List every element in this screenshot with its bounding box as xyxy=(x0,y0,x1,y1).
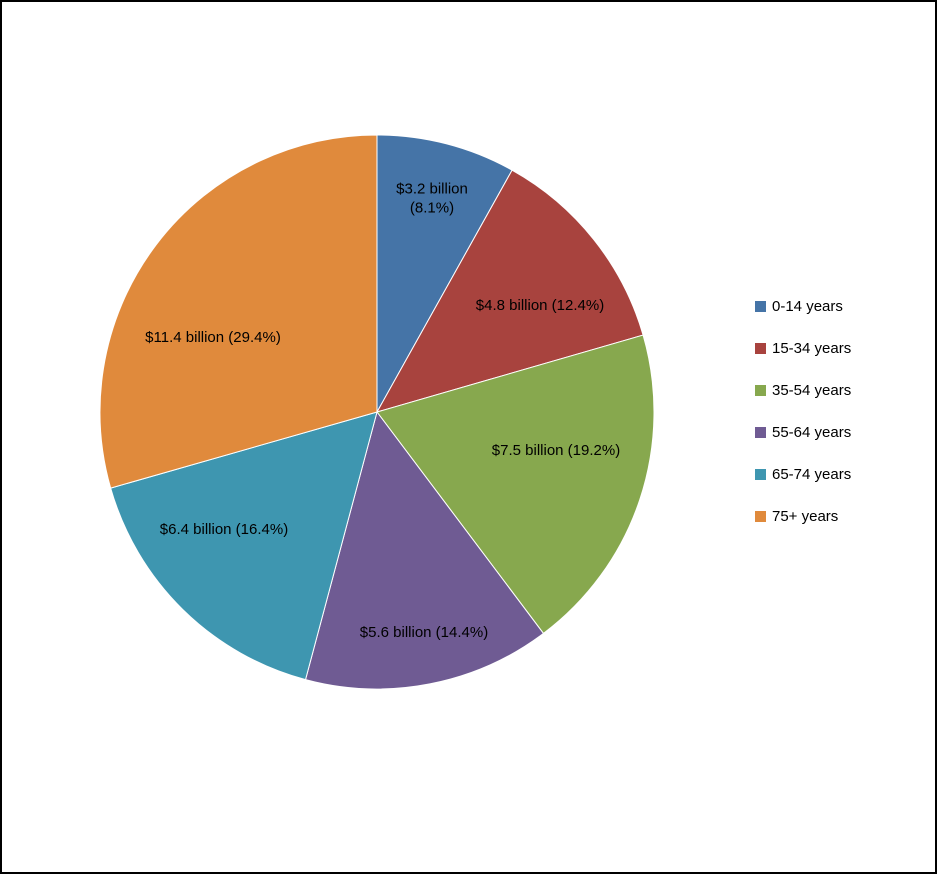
legend-item: 65-74 years xyxy=(755,453,851,495)
legend-label: 35-54 years xyxy=(772,381,852,399)
legend-swatch xyxy=(755,384,766,396)
legend-item: 75+ years xyxy=(755,495,851,537)
pie-slice-3 xyxy=(304,410,545,690)
legend-swatch xyxy=(755,342,766,354)
slice-label-2: $7.5 billion (19.2%) xyxy=(492,442,620,459)
legend-item: 55-64 years xyxy=(755,411,851,453)
legend-swatch xyxy=(755,510,766,522)
legend: 0-14 years 15-34 years 35-54 years 55-64… xyxy=(755,285,851,537)
pie-slice-5 xyxy=(99,134,378,489)
legend-label: 15-34 years xyxy=(772,339,852,357)
legend-swatch xyxy=(755,300,766,312)
pie-slice-0 xyxy=(376,134,513,414)
pie-slice-4 xyxy=(110,411,378,681)
slice-label-5: $11.4 billion (29.4%) xyxy=(145,329,281,346)
legend-swatch xyxy=(755,426,766,438)
legend-swatch xyxy=(755,468,766,480)
slice-label-0: $3.2 billion (8.1%) xyxy=(396,181,468,217)
slice-label-4: $6.4 billion (16.4%) xyxy=(160,521,288,538)
legend-item: 15-34 years xyxy=(755,327,851,369)
legend-label: 75+ years xyxy=(772,507,839,525)
legend-label: 65-74 years xyxy=(772,465,852,483)
legend-label: 55-64 years xyxy=(772,423,852,441)
pie-slice-1 xyxy=(375,169,644,413)
slice-label-3: $5.6 billion (14.4%) xyxy=(360,624,488,641)
slice-label-1: $4.8 billion (12.4%) xyxy=(476,297,604,314)
legend-item: 0-14 years xyxy=(755,285,851,327)
legend-label: 0-14 years xyxy=(772,297,843,315)
pie-slice-2 xyxy=(376,334,655,635)
legend-item: 35-54 years xyxy=(755,369,851,411)
